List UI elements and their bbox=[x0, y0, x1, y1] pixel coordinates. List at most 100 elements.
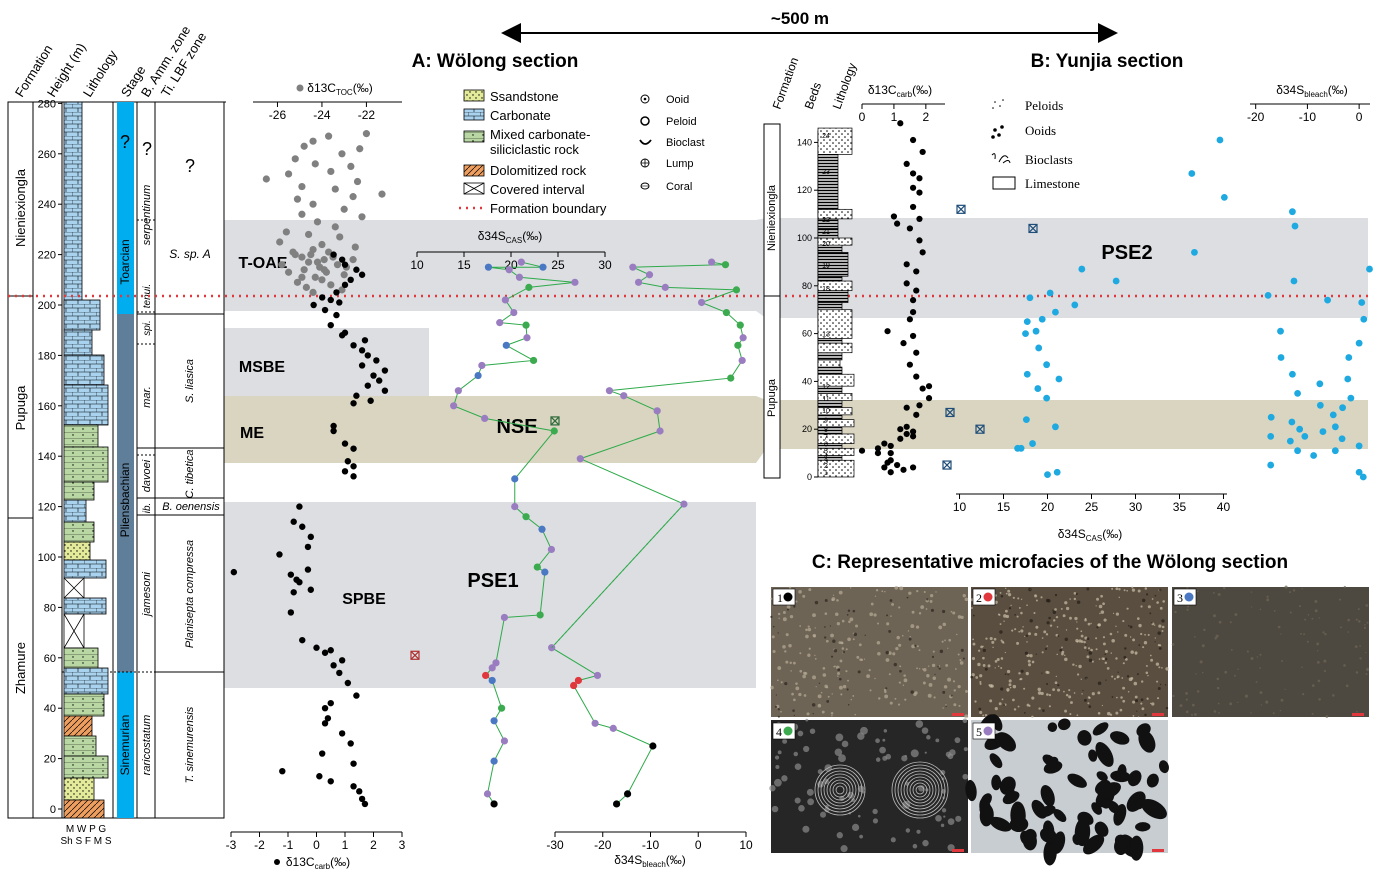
grain bbox=[806, 712, 810, 716]
grain bbox=[1325, 715, 1329, 718]
grain bbox=[830, 655, 834, 658]
grain bbox=[929, 600, 933, 603]
bleach-a-point bbox=[620, 392, 628, 400]
cas-point-b bbox=[1043, 361, 1051, 369]
height-tick-label-a: 100 bbox=[38, 552, 56, 564]
grain bbox=[818, 682, 821, 684]
carb-point-a bbox=[341, 468, 349, 475]
grain bbox=[1366, 621, 1369, 624]
grain bbox=[1083, 834, 1105, 855]
grain bbox=[941, 640, 944, 643]
grain bbox=[1111, 587, 1114, 590]
ooid-ring bbox=[912, 782, 928, 798]
grain bbox=[795, 600, 798, 603]
grain bbox=[1318, 698, 1321, 701]
grain bbox=[1101, 704, 1103, 707]
grain bbox=[1280, 698, 1284, 702]
event-spbe: SPBE bbox=[342, 591, 386, 608]
toc-point bbox=[293, 278, 302, 286]
grain bbox=[1095, 742, 1114, 767]
height-tick-label-a: 220 bbox=[38, 250, 56, 262]
grain-legend-a: Ooid Peloid Bioclast Lump Coral bbox=[639, 94, 705, 193]
bleach-point-b bbox=[1366, 265, 1373, 273]
ooid-ring bbox=[909, 779, 931, 801]
grain bbox=[1008, 679, 1012, 683]
grain bbox=[1216, 686, 1220, 690]
carb-point-a bbox=[290, 518, 297, 525]
grain bbox=[957, 685, 961, 689]
event-me: ME bbox=[240, 425, 264, 442]
height-tick-label-b: 140 bbox=[797, 137, 812, 147]
grain bbox=[1284, 688, 1286, 690]
height-tick-label-a: 240 bbox=[38, 199, 56, 211]
scale-bar-mini bbox=[1352, 713, 1364, 716]
bed-number: 4 bbox=[824, 453, 828, 460]
grain bbox=[860, 726, 868, 735]
grain bbox=[1003, 704, 1006, 706]
grain bbox=[1365, 604, 1369, 607]
formation-pupuga-a: Pupuga bbox=[13, 385, 28, 431]
grain bbox=[1215, 634, 1219, 638]
grain bbox=[777, 679, 779, 682]
grain bbox=[807, 627, 812, 632]
grain bbox=[1086, 637, 1090, 641]
carb-point-b bbox=[913, 349, 920, 356]
grain bbox=[1316, 661, 1320, 664]
grain bbox=[1044, 647, 1048, 651]
carb-axis-b-title: δ13Ccarb(‰) bbox=[868, 83, 932, 99]
grain bbox=[1075, 638, 1079, 643]
grain bbox=[799, 625, 802, 627]
grain bbox=[1007, 589, 1011, 593]
grain bbox=[885, 658, 890, 662]
carb-point-a bbox=[358, 271, 366, 278]
col-header-b-2: Lithology bbox=[830, 61, 860, 111]
microfacies-panels: 1 2 3 4 5 bbox=[769, 585, 1370, 866]
scale-bar-mini bbox=[1152, 849, 1164, 852]
grain bbox=[926, 674, 930, 678]
grain bbox=[1110, 770, 1131, 783]
grain bbox=[937, 665, 940, 668]
carb-point-a bbox=[327, 699, 334, 707]
grain bbox=[854, 713, 856, 716]
bleach-a-point bbox=[708, 258, 716, 266]
cas-point-b bbox=[1188, 170, 1196, 177]
grain bbox=[1145, 671, 1149, 675]
grain bbox=[899, 586, 904, 591]
grain bbox=[802, 825, 810, 833]
grain bbox=[791, 692, 794, 696]
legend-mixed-1: Mixed carbonate- bbox=[490, 127, 590, 142]
grain bbox=[884, 694, 889, 699]
grain bbox=[1157, 643, 1161, 647]
cas-axis-a-tick-label: 30 bbox=[598, 258, 612, 272]
grain bbox=[989, 816, 1012, 832]
carb-point-b bbox=[906, 225, 913, 232]
grain bbox=[782, 611, 786, 614]
grain bbox=[1113, 677, 1116, 680]
bed-b-15 bbox=[817, 352, 843, 361]
grain bbox=[802, 594, 806, 598]
grain bbox=[856, 655, 860, 659]
grain bbox=[1052, 619, 1056, 622]
carb-point-b bbox=[884, 328, 891, 335]
bed-b-19 bbox=[817, 302, 843, 311]
grain bbox=[847, 609, 851, 612]
panel-2-label: 2 bbox=[976, 591, 982, 605]
grain bbox=[1134, 651, 1138, 655]
grain bbox=[1004, 651, 1007, 654]
grain bbox=[928, 683, 933, 687]
grain bbox=[922, 668, 927, 672]
grain bbox=[814, 627, 816, 629]
grain bbox=[1014, 614, 1016, 616]
ooid-ring bbox=[826, 776, 854, 804]
grain bbox=[915, 625, 920, 629]
cas-point-b bbox=[1046, 289, 1054, 297]
grain bbox=[838, 641, 842, 644]
grain bbox=[1213, 710, 1217, 713]
toc-point bbox=[300, 142, 308, 150]
grain bbox=[1273, 610, 1276, 612]
legend-covered: Covered interval bbox=[490, 182, 585, 197]
bleach-a-point bbox=[593, 671, 602, 680]
grain bbox=[847, 679, 849, 682]
grain bbox=[962, 593, 966, 598]
grain bbox=[926, 598, 929, 601]
